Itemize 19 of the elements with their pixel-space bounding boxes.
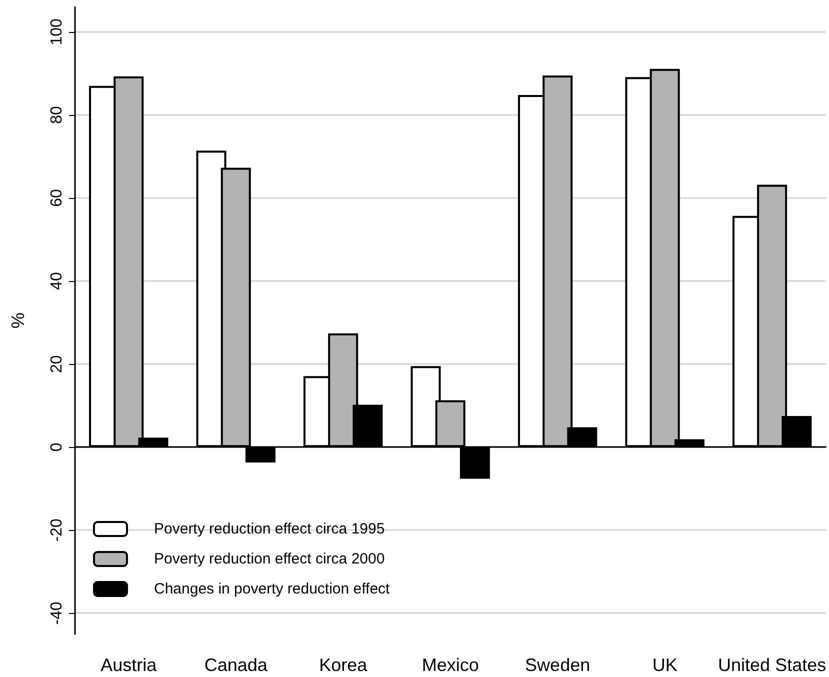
y-tick-label: -20	[48, 518, 66, 542]
legend-label: Changes in poverty reduction effect	[154, 580, 391, 598]
legend-label: Poverty reduction effect circa 2000	[154, 550, 385, 568]
y-tick-label: 0	[48, 442, 66, 452]
x-tick-label: Austria	[100, 655, 158, 675]
y-tick-label: 40	[48, 272, 66, 290]
y-axis-title: %	[8, 312, 28, 329]
x-tick-label: Canada	[204, 655, 268, 675]
y-tick-label: 80	[48, 106, 66, 124]
x-tick-label: United States	[718, 655, 826, 675]
y-tick-label: 100	[48, 18, 66, 46]
legend-label: Poverty reduction effect circa 1995	[154, 520, 385, 538]
x-tick-label: Korea	[319, 655, 368, 675]
y-tick-label: 20	[48, 355, 66, 373]
x-tick-label: Sweden	[525, 655, 590, 675]
y-tick-label: 60	[48, 189, 66, 207]
x-tick-label: UK	[652, 655, 678, 675]
x-tick-label: Mexico	[422, 655, 479, 675]
y-tick-label: -40	[48, 602, 66, 625]
